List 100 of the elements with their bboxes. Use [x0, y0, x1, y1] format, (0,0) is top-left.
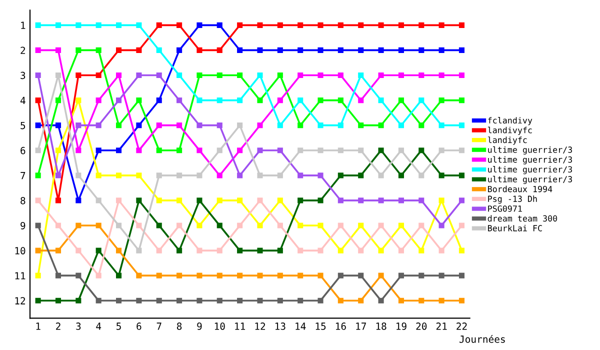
- point: [358, 47, 364, 53]
- point: [35, 298, 41, 304]
- point: [216, 248, 222, 254]
- point: [156, 122, 162, 128]
- point: [398, 47, 404, 53]
- point: [35, 22, 41, 28]
- x-tick-label: 20: [416, 322, 427, 330]
- point: [257, 172, 263, 178]
- point: [216, 47, 222, 53]
- legend-label: ultime guerrier/3: [488, 166, 572, 174]
- x-tick-label: 3: [76, 322, 81, 330]
- point: [438, 248, 444, 254]
- point: [35, 98, 41, 104]
- y-tick-label: 6: [20, 146, 26, 154]
- point: [216, 272, 222, 278]
- point: [216, 72, 222, 78]
- point: [116, 98, 122, 104]
- point: [96, 122, 102, 128]
- point: [378, 222, 384, 228]
- point: [116, 248, 122, 254]
- point: [398, 198, 404, 204]
- point: [176, 122, 182, 128]
- point: [438, 198, 444, 204]
- point: [438, 98, 444, 104]
- point: [398, 222, 404, 228]
- point: [358, 72, 364, 78]
- y-tick-label: 12: [15, 297, 26, 304]
- point: [438, 148, 444, 154]
- x-tick-label: 12: [255, 322, 266, 330]
- point: [298, 122, 304, 128]
- point: [55, 98, 62, 104]
- legend-label: dream team 300: [488, 215, 558, 222]
- point: [318, 47, 324, 53]
- point: [237, 298, 243, 304]
- point: [318, 222, 324, 228]
- point: [358, 198, 364, 204]
- point: [378, 198, 384, 204]
- point: [438, 22, 444, 28]
- point: [237, 222, 243, 228]
- point: [338, 122, 344, 128]
- x-tick-label: 8: [176, 322, 182, 330]
- point: [257, 272, 263, 278]
- point: [156, 22, 162, 28]
- point: [398, 298, 404, 304]
- point: [176, 198, 182, 204]
- point: [55, 47, 62, 53]
- point: [298, 198, 304, 204]
- point: [358, 248, 364, 254]
- x-tick-label: 5: [116, 322, 121, 330]
- point: [55, 148, 62, 154]
- x-tick-label: 14: [296, 322, 306, 330]
- point: [378, 272, 384, 278]
- y-tick-label: 9: [20, 222, 26, 230]
- point: [96, 22, 102, 28]
- point: [298, 148, 304, 154]
- point: [156, 148, 162, 154]
- point: [176, 148, 182, 154]
- point: [196, 298, 202, 304]
- point: [196, 172, 202, 178]
- point: [156, 72, 162, 78]
- point: [76, 98, 82, 104]
- point: [136, 72, 142, 78]
- point: [318, 98, 324, 104]
- point: [458, 122, 465, 128]
- legend-label: landiyfc: [488, 136, 527, 145]
- y-tick-label: 10: [15, 247, 26, 254]
- point: [35, 47, 41, 53]
- point: [358, 222, 364, 228]
- point: [378, 72, 384, 78]
- point: [136, 122, 142, 128]
- point: [418, 248, 424, 254]
- point: [196, 198, 202, 204]
- point: [438, 222, 444, 228]
- x-tick-label: 4: [96, 322, 102, 330]
- point: [176, 47, 182, 53]
- point: [418, 122, 424, 128]
- legend-label: landivyfc: [488, 126, 532, 135]
- point: [136, 22, 142, 28]
- point: [257, 298, 263, 304]
- x-tick-label: 21: [436, 322, 447, 330]
- point: [418, 172, 424, 178]
- point: [237, 198, 243, 204]
- point: [55, 248, 62, 254]
- point: [116, 47, 122, 53]
- point: [156, 222, 162, 228]
- y-tick-label: 4: [20, 96, 26, 104]
- point: [156, 172, 162, 178]
- point: [398, 98, 404, 104]
- point: [257, 98, 263, 104]
- point: [237, 248, 243, 254]
- legend-label: ultime guerrier/3: [488, 156, 572, 164]
- point: [398, 122, 404, 128]
- point: [96, 72, 102, 78]
- point: [378, 248, 384, 254]
- point: [458, 47, 465, 53]
- point: [338, 98, 344, 104]
- point: [277, 148, 283, 154]
- point: [76, 172, 82, 178]
- point: [358, 122, 364, 128]
- point: [76, 148, 82, 154]
